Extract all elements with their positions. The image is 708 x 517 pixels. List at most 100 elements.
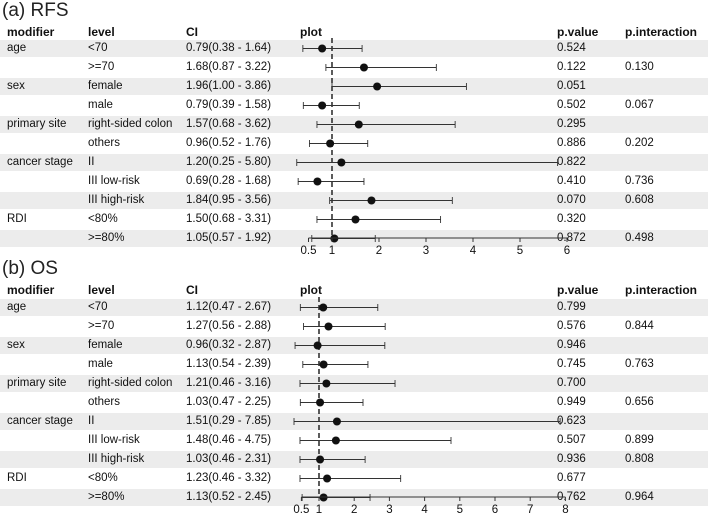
cell-pinteraction: 0.202 [625,137,654,149]
cell-level: female [88,80,123,92]
x-tick-label: 6 [564,245,570,257]
header-pinteraction: p.interaction [625,283,698,297]
cell-level: male [88,358,113,370]
cell-pvalue: 0.822 [557,156,586,168]
cell-level: >=80% [88,232,125,244]
cell-pvalue: 0.762 [557,491,586,503]
forest-panel-os: (b) OS modifier level CI plot p.value p.… [0,258,708,517]
cell-level: <80% [88,213,118,225]
cell-level: III high-risk [88,194,145,206]
point-estimate [313,177,322,186]
cell-ci: 1.20(0.25 - 5.80) [186,156,272,168]
cell-ci: 1.03(0.46 - 2.31) [186,453,272,465]
forest-panel-rfs: (a) RFS modifier level CI plot p.value p… [0,0,708,258]
x-tick-label: 0.5 [301,245,317,257]
cell-pinteraction: 0.130 [625,61,654,73]
header-pvalue: p.value [557,283,599,297]
cell-level: >=70 [88,320,115,332]
cell-level: male [88,99,113,111]
x-tick-label: 5 [457,504,463,516]
point-estimate [359,63,368,72]
cell-pvalue: 0.410 [557,175,586,187]
cell-modifier: cancer stage [7,156,73,168]
header-level: level [88,283,115,297]
header-ci: CI [186,25,198,39]
x-tick-label: 7 [527,504,533,516]
x-tick-label: 3 [386,504,392,516]
cell-ci: 0.79(0.39 - 1.58) [186,99,272,111]
x-tick-label: 3 [423,245,429,257]
header-plot: plot [300,283,322,297]
cell-ci: 0.96(0.52 - 1.76) [186,137,272,149]
cell-level: others [88,396,120,408]
cell-level: >=70 [88,61,115,73]
cell-level: female [88,339,123,351]
forest-plot: 0.5 1 2 3 4 5 6 [296,38,570,257]
cell-pinteraction: 0.608 [625,194,654,206]
cell-level: II [88,156,95,168]
x-tick-label: 2 [376,245,382,257]
cell-level: right-sided colon [88,377,173,389]
cell-ci: 1.23(0.46 - 3.32) [186,472,272,484]
cell-level: III low-risk [88,175,140,187]
cell-ci: 1.48(0.46 - 4.75) [186,434,272,446]
cell-modifier: RDI [7,472,27,484]
cell-level: III high-risk [88,453,145,465]
cell-pvalue: 0.051 [557,80,586,92]
cell-level: >=80% [88,491,125,503]
cell-pvalue: 0.936 [557,453,586,465]
cell-pinteraction: 0.736 [625,175,654,187]
cell-ci: 1.50(0.68 - 3.31) [186,213,272,225]
header-modifier: modifier [7,283,55,297]
cell-modifier: RDI [7,213,27,225]
cell-pinteraction: 0.844 [625,320,654,332]
x-tick-label: 4 [421,504,428,516]
cell-ci: 1.03(0.47 - 2.25) [186,396,272,408]
point-estimate [313,341,322,350]
cell-modifier: sex [7,339,25,351]
cell-pvalue: 0.320 [557,213,586,225]
cell-pvalue: 0.872 [557,232,586,244]
cell-pinteraction: 0.808 [625,453,654,465]
cell-modifier: primary site [7,118,67,130]
x-tick-label: 2 [351,504,357,516]
point-estimate [331,436,340,445]
cell-level: right-sided colon [88,118,173,130]
point-estimate [367,196,376,205]
cell-pvalue: 0.502 [557,99,586,111]
cell-pinteraction: 0.899 [625,434,654,446]
cell-ci: 1.13(0.52 - 2.45) [186,491,272,503]
cell-modifier: primary site [7,377,67,389]
point-estimate [322,379,331,388]
point-estimate [332,417,341,426]
cell-pinteraction: 0.498 [625,232,654,244]
cell-pvalue: 0.295 [557,118,586,130]
cell-pvalue: 0.524 [557,42,586,54]
cell-pvalue: 0.799 [557,301,586,313]
cell-level: <80% [88,472,118,484]
x-tick-label: 1 [329,245,335,257]
cell-modifier: cancer stage [7,415,73,427]
header-pvalue: p.value [557,25,599,39]
point-estimate [318,101,327,110]
cell-ci: 1.96(1.00 - 3.86) [186,80,272,92]
cell-modifier: age [7,301,27,313]
cell-pvalue: 0.700 [557,377,586,389]
x-tick-label: 4 [470,245,477,257]
cell-pvalue: 0.623 [557,415,586,427]
x-tick-label: 0.5 [293,504,309,516]
cell-pinteraction: 0.763 [625,358,654,370]
point-estimate [337,158,346,167]
cell-ci: 1.12(0.47 - 2.67) [186,301,272,313]
point-estimate [318,44,327,53]
x-tick-label: 6 [492,504,498,516]
cell-modifier: age [7,42,27,54]
point-estimate [373,82,382,91]
panel-title: (a) RFS [2,0,69,21]
cell-ci: 0.96(0.32 - 2.87) [186,339,272,351]
cell-ci: 1.21(0.46 - 3.16) [186,377,272,389]
header-level: level [88,25,115,39]
cell-pvalue: 0.070 [557,194,586,206]
cell-ci: 1.51(0.29 - 7.85) [186,415,272,427]
point-estimate [354,120,363,129]
